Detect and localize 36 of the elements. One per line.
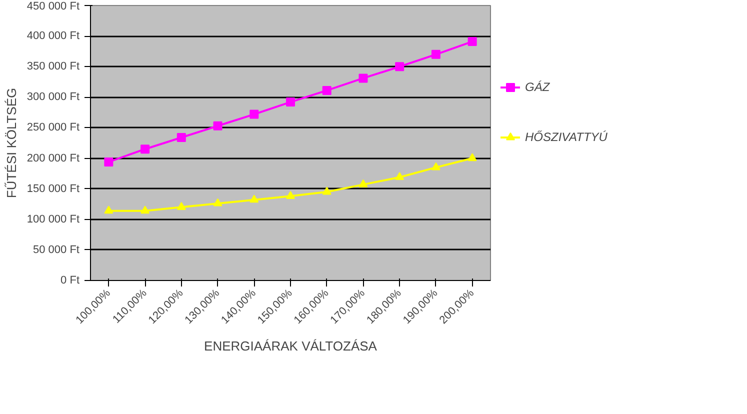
y-tick-label: 450 000 Ft — [26, 0, 80, 12]
y-tick-label: 400 000 Ft — [26, 30, 80, 42]
y-tick-label: 100 000 Ft — [26, 213, 80, 226]
point — [358, 179, 368, 188]
legend-label: HŐSZIVATTYÚ — [525, 130, 608, 144]
point — [104, 206, 114, 214]
point — [250, 110, 259, 119]
point — [176, 133, 186, 142]
point — [322, 186, 332, 195]
y-tick-label: 150 000 Ft — [26, 182, 80, 195]
point — [140, 144, 150, 154]
point — [431, 50, 440, 59]
point — [140, 206, 150, 214]
point — [104, 157, 114, 166]
y-tick-label: 50 000 Ft — [33, 244, 80, 256]
point — [176, 202, 186, 210]
y-tick-label: 250 000 Ft — [26, 122, 80, 134]
point — [286, 98, 295, 107]
point — [395, 62, 404, 72]
y-tick-label: 350 000 Ft — [26, 60, 80, 73]
y-tick-label: 300 000 Ft — [26, 91, 80, 104]
point — [286, 191, 295, 199]
y-tick-label: 200 000 Ft — [26, 152, 80, 164]
x-axis-title: ENERGIAÁRAK VÁLTOZÁSA — [204, 338, 378, 354]
y-tick-label: 0 Ft — [60, 274, 80, 286]
point — [431, 162, 440, 170]
point — [322, 86, 332, 95]
legend-label: GÁZ — [525, 80, 550, 94]
point — [358, 74, 368, 83]
point — [250, 194, 259, 203]
point — [468, 37, 477, 46]
point — [468, 153, 477, 162]
point — [213, 121, 222, 130]
y-axis-title: FŰTÉSI KÖLTSÉG — [4, 88, 19, 198]
point — [213, 198, 222, 206]
point — [395, 172, 404, 180]
